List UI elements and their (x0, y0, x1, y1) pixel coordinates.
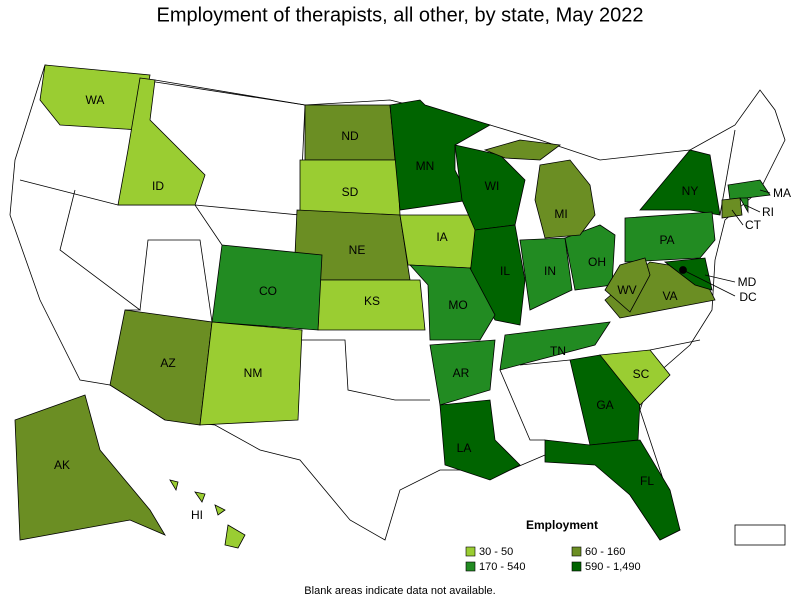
state-label: MN (416, 159, 435, 173)
footnote: Blank areas indicate data not available. (304, 585, 495, 597)
state-shape (109, 309, 213, 426)
legend-label: 30 - 50 (479, 546, 513, 558)
states (14, 64, 771, 549)
state-label: WA (86, 93, 105, 107)
state-label: PA (659, 233, 674, 247)
legend: Employment 30 - 50 170 - 540 60 - 160 590 -… (465, 518, 641, 573)
state-shape (624, 211, 716, 263)
legend-swatch (465, 561, 476, 572)
state-shape (599, 349, 671, 406)
state-label: HI (191, 508, 203, 522)
callouts (682, 189, 771, 297)
state-label: OH (588, 255, 606, 269)
state-label: TN (550, 344, 566, 358)
state-shape (483, 139, 562, 161)
state-shape (199, 321, 303, 426)
state-shape (569, 354, 641, 446)
state-label: AR (453, 366, 470, 380)
state-label: MA (773, 186, 791, 200)
state-label: MI (554, 207, 567, 221)
state-label: SC (633, 367, 650, 381)
state-shape (14, 394, 166, 541)
state-shape (721, 197, 743, 219)
state-label: CT (745, 218, 762, 232)
state-label: IN (544, 264, 556, 278)
state-shape (663, 257, 713, 291)
state-label: RI (762, 205, 774, 219)
state-label: KS (364, 294, 380, 308)
state-shape (39, 64, 151, 131)
state-label: MO (448, 298, 467, 312)
state-label: GA (596, 398, 613, 412)
state-shape (739, 197, 749, 214)
state-label: WI (485, 179, 500, 193)
legend-label: 170 - 540 (479, 561, 525, 573)
state-shape (211, 244, 323, 331)
state-shape (429, 339, 496, 406)
state-shape (409, 264, 496, 341)
state-label: IA (436, 230, 447, 244)
state-label: ID (152, 179, 164, 193)
state-shape (224, 524, 246, 549)
state-shape (214, 504, 226, 516)
state-shape (439, 399, 521, 481)
legend-swatch (571, 546, 582, 557)
state-shape (194, 491, 206, 503)
state-label: VA (662, 289, 677, 303)
state-shape (519, 237, 573, 311)
state-label: NE (349, 243, 366, 257)
legend-label: 590 - 1,490 (585, 561, 641, 573)
legend-swatch (571, 561, 582, 572)
state-label: WV (617, 283, 636, 297)
state-shape (169, 479, 179, 492)
state-shape (604, 257, 651, 313)
state-label: AK (54, 458, 70, 472)
state-label: NM (244, 366, 263, 380)
state-label: ND (341, 129, 359, 143)
state-labels: WA ID ND SD NE KS IA MN WI IL IN OH MI M… (54, 93, 791, 522)
state-label: MD (738, 275, 757, 289)
state-shape (564, 224, 616, 291)
state-shape (727, 179, 771, 201)
state-label: DC (739, 290, 757, 304)
state-shape (544, 439, 681, 541)
state-shape (639, 149, 721, 216)
state-label: FL (640, 474, 654, 488)
legend-swatch (465, 546, 476, 557)
state-label: IL (500, 264, 510, 278)
state-shape (117, 77, 206, 206)
state-label: LA (457, 441, 472, 455)
state-shape (534, 159, 596, 239)
legend-label: 60 - 160 (585, 546, 625, 558)
legend-title: Employment (526, 518, 598, 532)
map-title: Employment of therapists, all other, by … (157, 4, 644, 26)
state-label: AZ (160, 356, 175, 370)
state-shape (499, 321, 611, 371)
state-label: NY (682, 184, 699, 198)
puerto-rico (734, 524, 786, 546)
state-label: SD (342, 185, 359, 199)
state-label: CO (259, 284, 277, 298)
